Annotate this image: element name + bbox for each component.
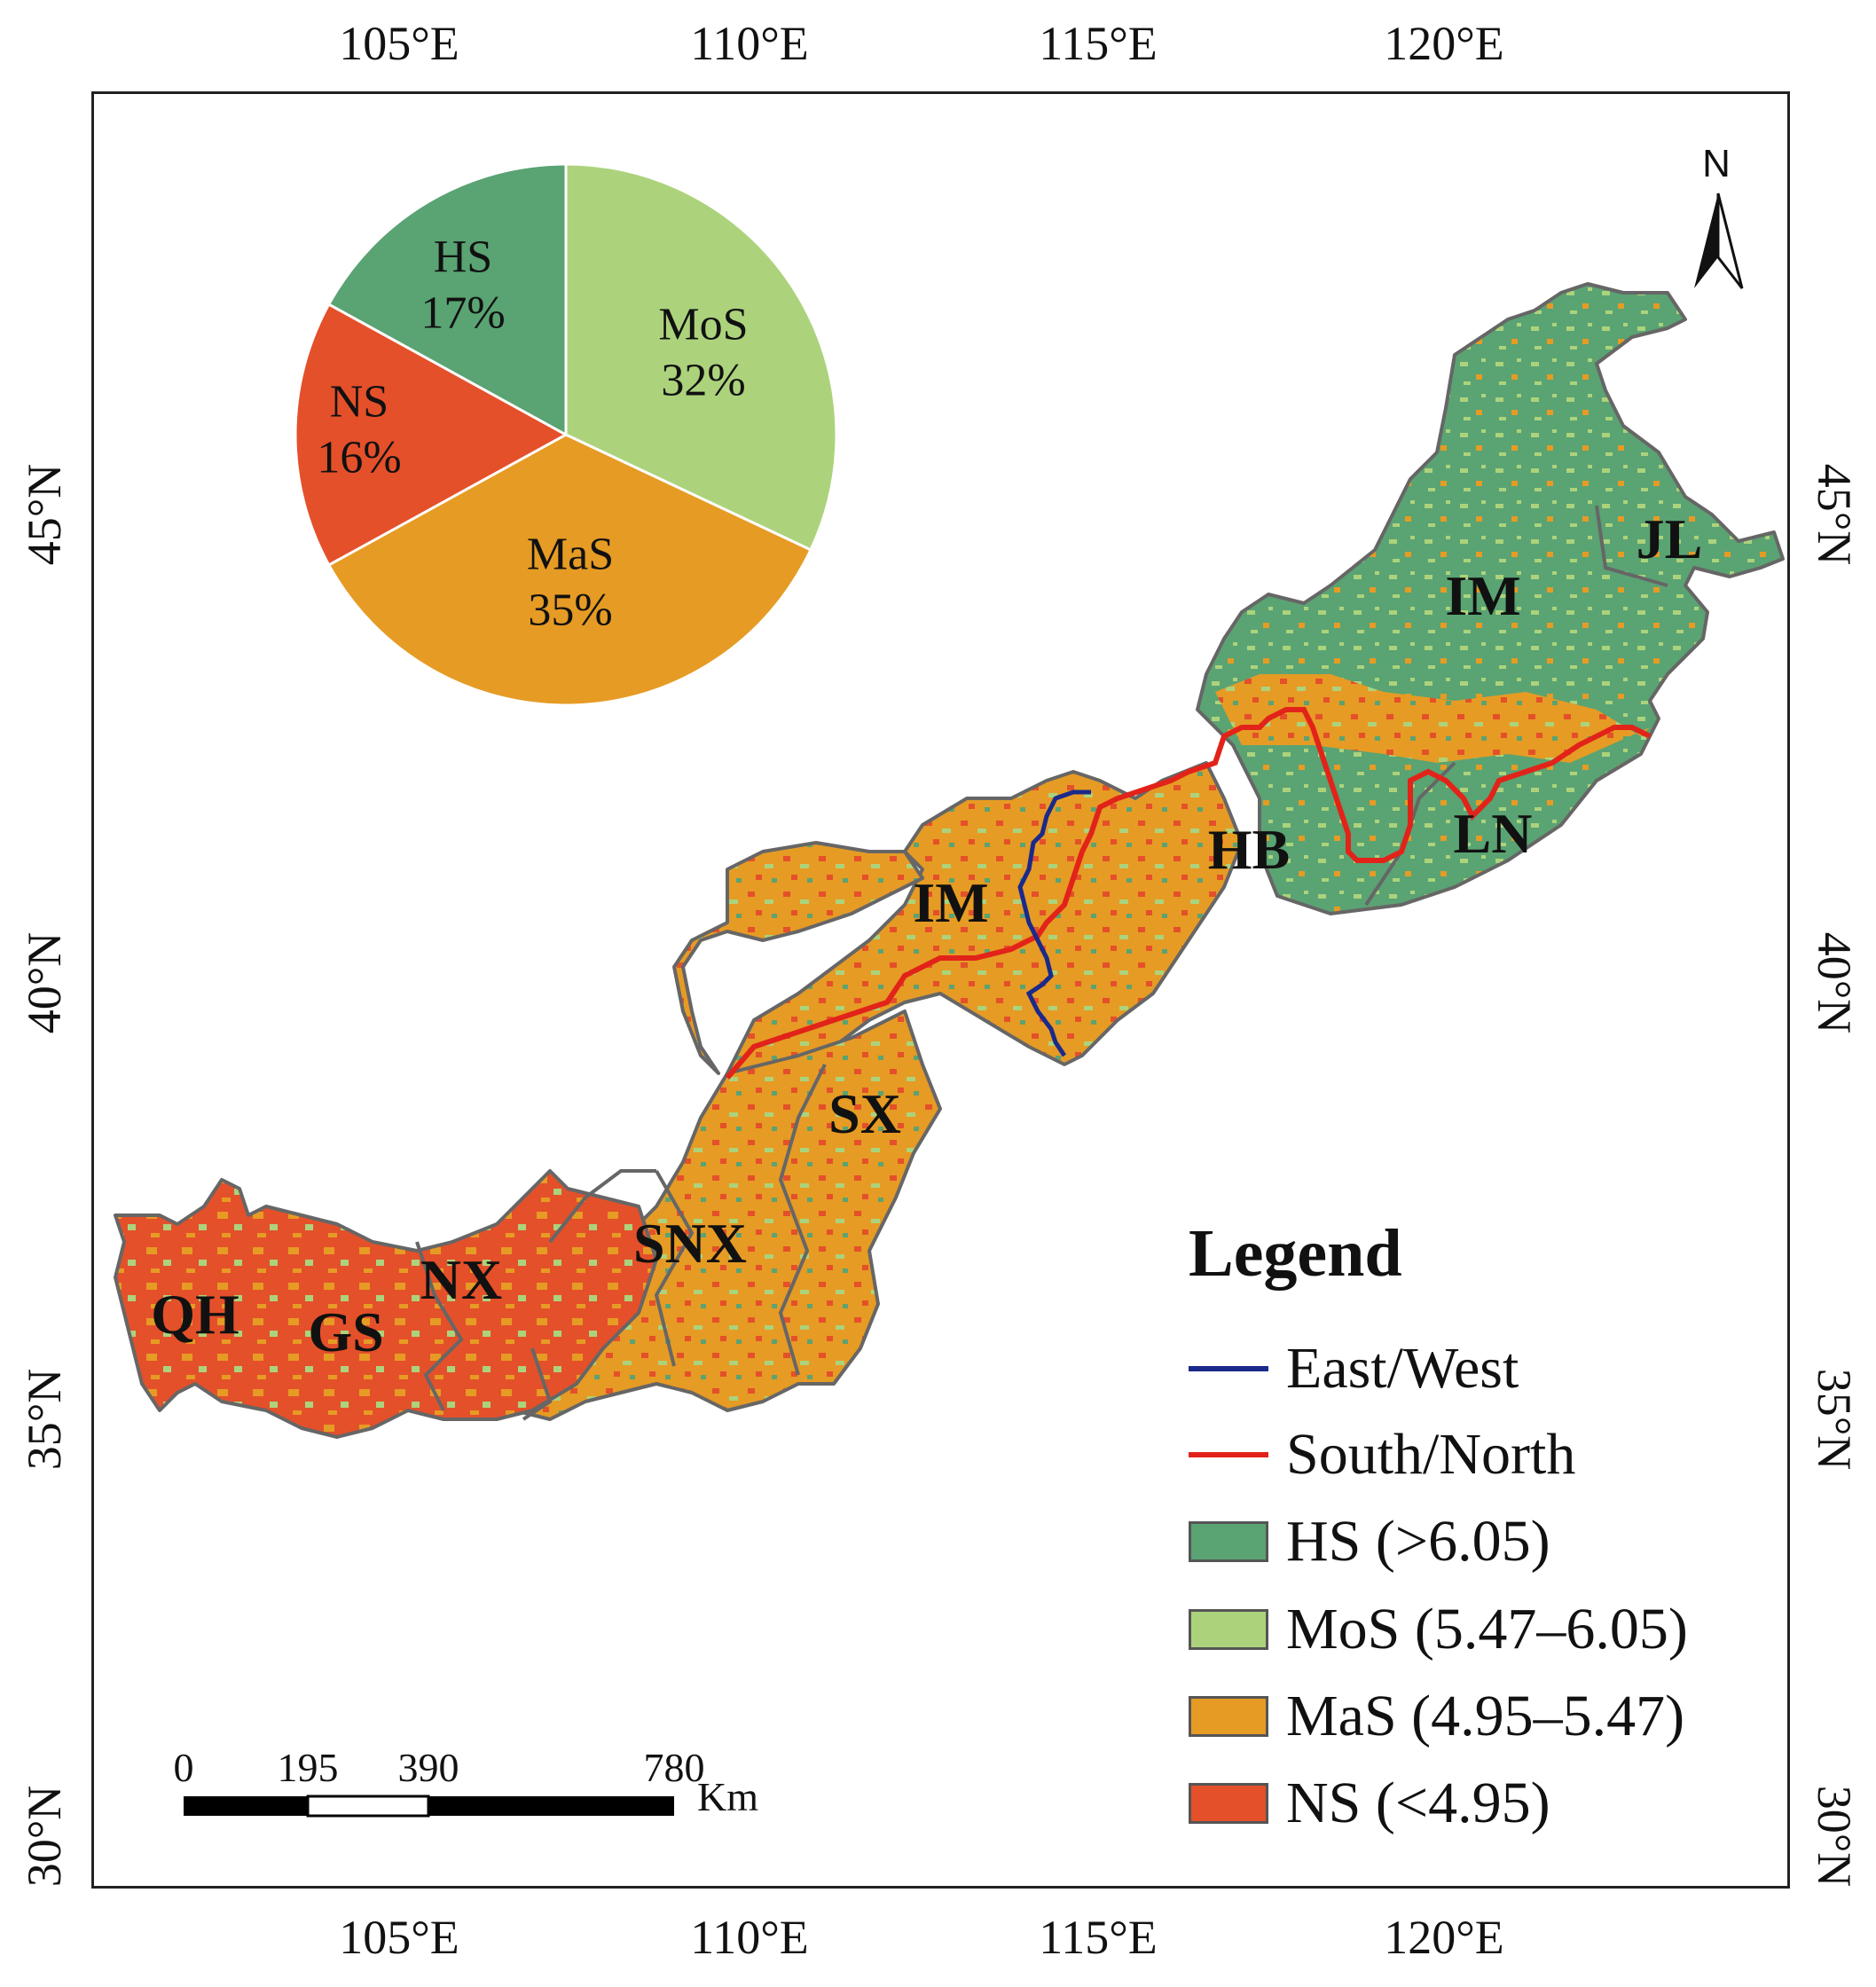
- legend-label-mas: MaS (4.95–5.47): [1286, 1684, 1685, 1748]
- legend-item-mos: MoS (5.47–6.05): [1189, 1597, 1688, 1661]
- pie-slice-mas: [326, 433, 812, 707]
- legend-swatch-hs: [1189, 1521, 1268, 1562]
- legend-label-mos: MoS (5.47–6.05): [1286, 1597, 1688, 1661]
- legend-label-ns: NS (<4.95): [1286, 1771, 1550, 1835]
- scale-tick-0: 0: [173, 1745, 194, 1790]
- legend-label-hs: HS (>6.05): [1286, 1509, 1550, 1574]
- pie-slice-mos: [564, 162, 838, 552]
- province-label-sx: SX: [828, 1082, 901, 1145]
- top-tick-105: 105°E: [339, 17, 459, 70]
- province-label-qh: QH: [151, 1283, 239, 1346]
- province-label-gs: GS: [308, 1300, 384, 1363]
- top-tick-110: 110°E: [690, 17, 809, 70]
- province-label-snx: SNX: [632, 1212, 748, 1275]
- legend-swatch-mos: [1189, 1609, 1268, 1650]
- east-west-line: [1017, 789, 1091, 1057]
- pie-chart: [294, 162, 838, 707]
- scale-bar: [184, 1795, 674, 1818]
- north-arrow-label: N: [1702, 142, 1731, 185]
- top-tick-120: 120°E: [1384, 17, 1504, 70]
- region-im-west: [672, 841, 924, 1075]
- province-boundaries: [415, 505, 1668, 1421]
- bottom-tick-110: 110°E: [690, 1911, 809, 1964]
- province-label-im-east: IM: [1445, 564, 1521, 627]
- north-arrow-icon: [1694, 192, 1744, 289]
- scale-tick-195: 195: [277, 1745, 339, 1790]
- province-label-im-west: IM: [913, 871, 989, 934]
- region-central: [726, 761, 1244, 1075]
- pie-slice-ns: [294, 302, 569, 567]
- legend-line-south-north: [1189, 1452, 1268, 1457]
- province-label-nx: NX: [420, 1248, 503, 1311]
- bottom-tick-105: 105°E: [339, 1911, 459, 1964]
- scale-tick-390: 390: [397, 1745, 459, 1790]
- bottom-tick-120: 120°E: [1384, 1911, 1504, 1964]
- legend-item-ns: NS (<4.95): [1189, 1771, 1550, 1835]
- legend-item-east-west: East/West: [1189, 1336, 1519, 1401]
- legend-swatch-ns: [1189, 1783, 1268, 1824]
- pie-slice-hs: [326, 162, 568, 437]
- province-label-hb: HB: [1207, 818, 1291, 881]
- province-label-ln: LN: [1453, 802, 1533, 865]
- pie-label-mas: MaS 35%: [526, 529, 615, 636]
- region-west: [114, 1169, 658, 1439]
- legend-item-mas: MaS (4.95–5.47): [1189, 1684, 1685, 1748]
- legend-item-hs: HS (>6.05): [1189, 1509, 1550, 1574]
- top-tick-115: 115°E: [1039, 17, 1158, 70]
- legend-label-south-north: South/North: [1286, 1422, 1576, 1487]
- study-area: [114, 282, 1785, 1439]
- legend-title: Legend: [1189, 1216, 1402, 1291]
- legend-item-south-north: South/North: [1189, 1422, 1576, 1487]
- legend-line-east-west: [1189, 1366, 1268, 1371]
- scale-tick-780: 780: [643, 1745, 705, 1790]
- pie-label-hs: HS 17%: [420, 232, 506, 339]
- south-north-line: [725, 707, 1652, 1080]
- legend-swatch-mas: [1189, 1696, 1268, 1737]
- scale-unit: Km: [697, 1774, 758, 1819]
- pie-label-mos: MoS 32%: [658, 299, 749, 406]
- legend-label-east-west: East/West: [1286, 1336, 1519, 1401]
- pie-label-ns: NS 16%: [317, 376, 402, 483]
- province-label-jl: JL: [1636, 507, 1703, 570]
- bottom-tick-115: 115°E: [1039, 1911, 1158, 1964]
- region-northeast: [1196, 282, 1785, 915]
- region-im-orange-band: [1215, 674, 1650, 763]
